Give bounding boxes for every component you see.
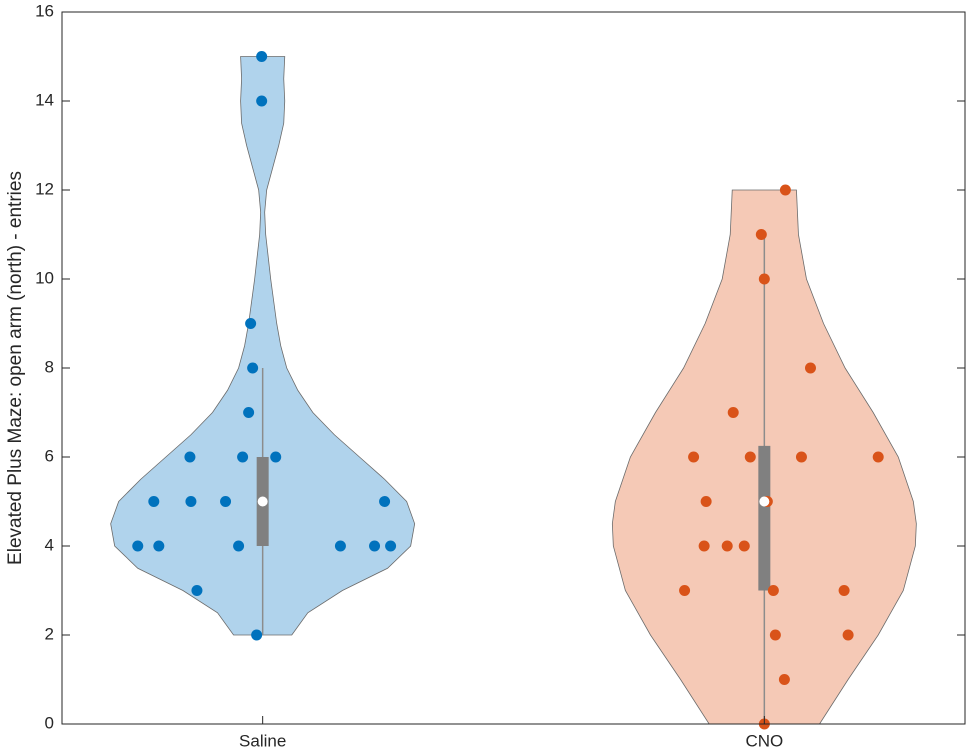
data-point: [369, 540, 381, 552]
data-point: [842, 629, 854, 641]
data-point: [184, 451, 196, 463]
data-point: [804, 362, 816, 374]
data-point: [755, 229, 767, 240]
x-tick-label: Saline: [239, 731, 286, 750]
data-point: [767, 585, 779, 596]
y-tick-label: 4: [45, 535, 54, 554]
data-point: [744, 451, 756, 463]
median: [759, 496, 770, 507]
y-tick-label: 0: [45, 713, 54, 732]
data-point: [334, 540, 346, 552]
data-point: [245, 318, 257, 329]
data-point: [838, 585, 850, 596]
x-tick-label: CNO: [745, 731, 783, 750]
data-point: [233, 540, 245, 552]
plot-frame: [61, 11, 966, 725]
data-point: [243, 407, 255, 418]
data-point: [872, 451, 884, 463]
data-point: [153, 540, 165, 552]
data-point: [379, 496, 391, 507]
median: [257, 496, 268, 507]
y-tick-label: 8: [45, 357, 54, 376]
y-tick-label: 16: [35, 1, 54, 20]
data-point: [132, 540, 144, 552]
data-point: [758, 273, 770, 285]
y-tick-label: 14: [35, 90, 54, 109]
data-point: [191, 585, 203, 596]
data-point: [256, 51, 268, 62]
data-point: [778, 674, 790, 685]
violin-body: [110, 56, 416, 636]
data-point: [795, 451, 807, 463]
data-point: [779, 184, 791, 196]
y-tick-label: 2: [45, 624, 54, 643]
data-point: [256, 95, 268, 107]
data-point: [727, 407, 739, 418]
y-tick-label: 6: [45, 446, 54, 465]
box: [758, 445, 771, 591]
data-point: [679, 585, 691, 596]
data-point: [148, 496, 160, 507]
data-point: [738, 540, 750, 552]
y-axis-label: Elevated Plus Maze: open arm (north) - e…: [5, 171, 26, 565]
data-point: [769, 629, 781, 641]
y-tick-label: 10: [35, 268, 54, 287]
data-point: [688, 451, 700, 463]
data-point: [698, 540, 710, 552]
data-point: [247, 362, 259, 374]
data-point: [700, 496, 712, 507]
data-point: [721, 540, 733, 552]
data-point: [385, 540, 397, 552]
y-tick-label: 12: [35, 179, 54, 198]
data-point: [237, 451, 249, 463]
data-point: [270, 451, 282, 463]
data-point: [251, 629, 263, 641]
data-point: [185, 496, 197, 507]
data-point: [220, 496, 232, 507]
